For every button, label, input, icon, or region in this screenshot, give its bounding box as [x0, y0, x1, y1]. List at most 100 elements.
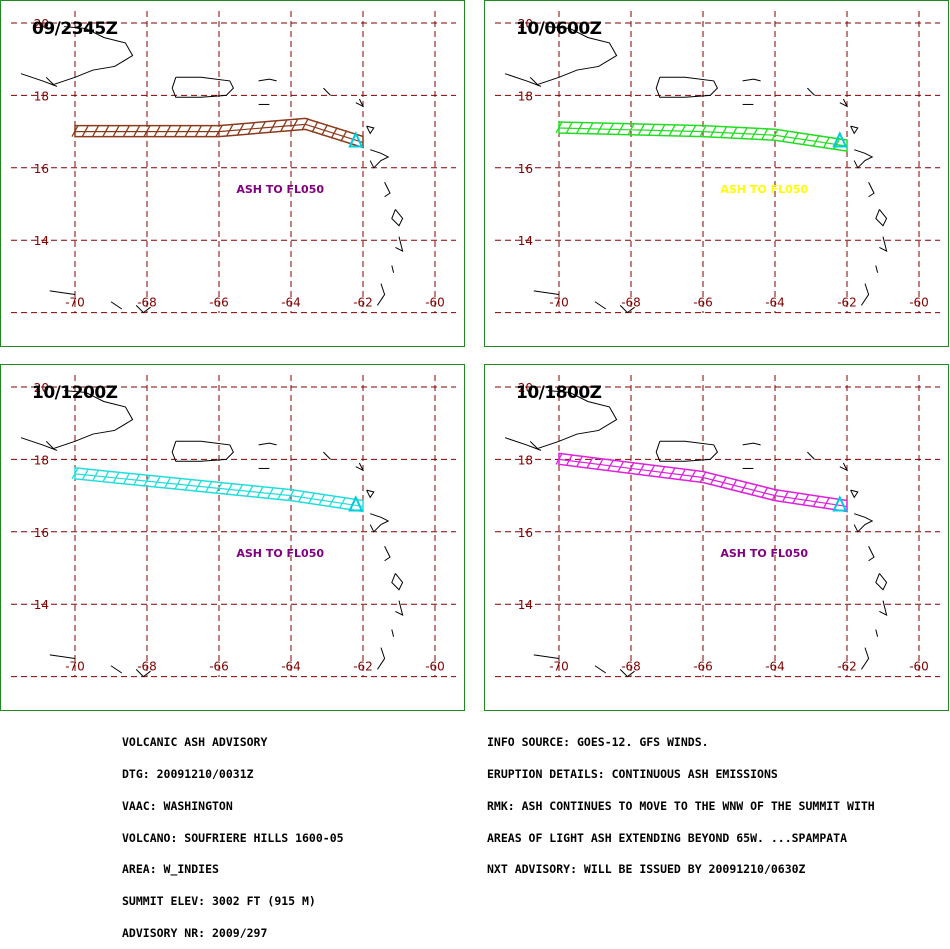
lat-tick-label: 14: [34, 234, 49, 248]
ash-hatch: [71, 467, 79, 480]
ash-hatch: [112, 125, 120, 137]
ash-hatch: [606, 122, 614, 135]
coastline: [879, 600, 888, 616]
coastline: [875, 629, 879, 637]
ash-hatch: [256, 486, 264, 498]
coastline: [868, 182, 875, 198]
lon-tick-label: -60: [909, 296, 929, 310]
coastline: [355, 98, 365, 108]
coastline: [850, 125, 859, 135]
coastline: [529, 390, 618, 450]
ash-hatch: [71, 125, 79, 137]
ash-hatch: [689, 125, 697, 137]
coastline: [369, 149, 390, 169]
lat-tick-label: 16: [34, 526, 49, 540]
ash-hatch: [280, 119, 288, 132]
ash-hatch: [194, 479, 202, 492]
ash-hatch: [287, 489, 295, 501]
ash-hatch: [81, 468, 89, 481]
ash-hatch: [133, 125, 141, 137]
coastline: [860, 283, 870, 306]
coastline: [742, 442, 761, 446]
advisory-line: ADVISORY NR: 2009/297: [122, 925, 268, 940]
ash-hatch: [699, 471, 707, 483]
coastline: [807, 451, 815, 460]
lat-tick-label: 20: [518, 17, 533, 31]
advisory-line: SUMMIT ELEV: 3002 FT (915 M): [122, 894, 316, 909]
coastline: [391, 209, 404, 227]
ash-hatch: [761, 128, 769, 141]
ash-level-label: ASH TO FL050: [720, 547, 808, 560]
coastline: [323, 87, 331, 96]
ash-hatch: [802, 133, 810, 146]
ash-hatch: [699, 125, 707, 137]
ash-hatch: [761, 486, 769, 499]
coastline: [533, 290, 560, 295]
ash-hatch: [246, 485, 254, 497]
coastline: [355, 462, 365, 472]
lat-tick-label: 16: [34, 162, 49, 176]
ash-hatch: [565, 121, 573, 134]
ash-hatch: [269, 120, 277, 133]
lon-tick-label: -64: [281, 660, 301, 674]
ash-hatch: [92, 125, 100, 137]
ash-hatch: [112, 471, 120, 484]
coastline: [860, 647, 870, 670]
coastline: [853, 513, 874, 533]
ash-hatch: [164, 125, 172, 137]
coastline: [807, 87, 815, 96]
ash-hatch: [205, 125, 213, 137]
forecast-panel-2: -70 -68 -66 -64 -62 -60 20 18 16 14 ASH TO FL050 1…: [484, 0, 949, 347]
volcano-triangle-icon: [348, 131, 364, 148]
ash-hatch: [668, 467, 676, 479]
ash-hatch: [215, 482, 223, 494]
coastline: [533, 654, 560, 659]
lon-tick-label: -66: [693, 660, 713, 674]
lat-tick-label: 14: [518, 598, 533, 612]
ash-hatch: [236, 484, 244, 496]
ash-map: -70 -68 -66 -64 -62 -60 20 18 16 14 ASH TO FL050: [495, 11, 940, 314]
ash-hatch: [689, 469, 697, 482]
coastline: [594, 665, 607, 674]
panel-time: 10/1200Z: [32, 383, 118, 403]
lon-tick-label: -70: [65, 296, 85, 310]
lon-tick-label: -62: [837, 660, 857, 674]
ash-hatch: [205, 481, 213, 493]
lon-tick-label: -70: [65, 660, 85, 674]
ash-hatch: [740, 127, 748, 139]
ash-hatch: [678, 468, 686, 481]
coastline: [742, 78, 761, 82]
coastline: [171, 440, 235, 462]
ash-hatch: [184, 478, 192, 491]
ash-hatch: [792, 492, 800, 505]
coastline: [504, 73, 542, 87]
ash-hatch: [174, 125, 182, 137]
coastline: [110, 301, 123, 310]
ash-hatch: [586, 122, 594, 135]
coastline: [875, 265, 879, 273]
lat-tick-label: 18: [34, 89, 49, 103]
coastline: [20, 437, 58, 451]
panel-time: 10/0600Z: [516, 19, 602, 39]
coastline: [258, 442, 277, 446]
coastline: [323, 451, 331, 460]
ash-hatch: [617, 123, 625, 135]
coastline: [369, 513, 390, 533]
ash-map: -70 -68 -66 -64 -62 -60 20 18 16 14 ASH TO FL050: [11, 375, 456, 678]
coastline: [619, 305, 635, 314]
lat-tick-label: 20: [518, 381, 533, 395]
ash-hatch: [658, 124, 666, 136]
ash-hatch: [266, 487, 274, 499]
coastline: [853, 149, 874, 169]
forecast-panel-1: -70 -68 -66 -64 -62 -60 20 18 16 14 ASH TO FL050 0…: [0, 0, 465, 347]
advisory-line: VOLCANO: SOUFRIERE HILLS 1600-05: [122, 830, 344, 845]
ash-hatch: [720, 126, 728, 138]
coastline: [45, 26, 134, 86]
ash-hatch: [237, 123, 245, 136]
advisory-line: NXT ADVISORY: WILL BE ISSUED BY 20091210…: [487, 862, 806, 877]
ash-hatch: [308, 492, 316, 505]
volcano-triangle-icon: [832, 131, 848, 148]
ash-hatch: [668, 124, 676, 137]
ash-hatch: [247, 122, 255, 135]
ash-hatch: [555, 121, 563, 134]
